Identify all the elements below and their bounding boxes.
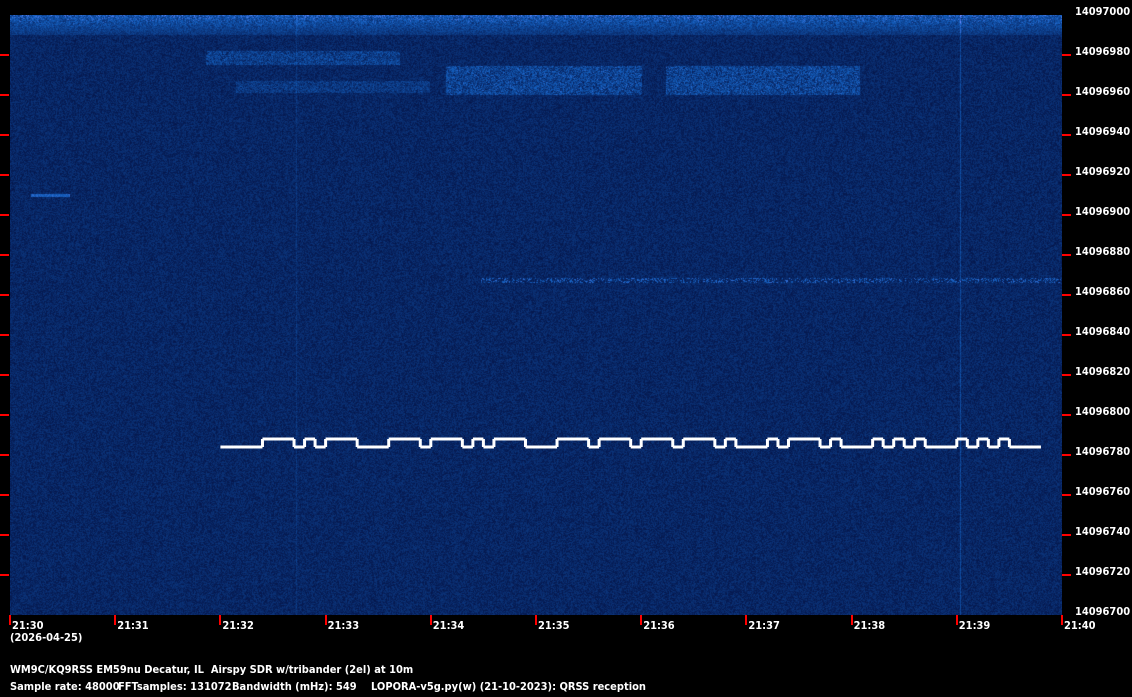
y-tick-mark	[1062, 214, 1071, 216]
y-tick-mark	[0, 494, 9, 496]
sample-rate: Sample rate: 48000	[10, 680, 120, 693]
y-tick-label: 14097000	[1075, 5, 1131, 18]
x-tick-label: 21:37	[748, 619, 780, 632]
y-tick-label: 14096980	[1075, 45, 1131, 58]
waterfall-plot	[10, 15, 1062, 615]
x-tick-label: 21:30	[12, 619, 44, 632]
x-tick-mark	[429, 615, 432, 625]
y-tick-mark	[1062, 94, 1071, 96]
y-tick-label: 14096760	[1075, 485, 1131, 498]
y-tick-mark	[1062, 454, 1071, 456]
y-tick-mark	[0, 254, 9, 256]
y-tick-label: 14096920	[1075, 165, 1131, 178]
y-tick-mark	[1062, 174, 1071, 176]
y-tick-mark	[1062, 574, 1071, 576]
y-tick-mark	[1062, 494, 1071, 496]
x-tick-label: 21:35	[538, 619, 570, 632]
station-info: WM9C/KQ9RSS EM59nu Decatur, IL Airspy SD…	[10, 663, 414, 676]
signal-trace	[220, 437, 1041, 449]
y-tick-mark	[0, 54, 9, 56]
y-tick-mark	[1062, 294, 1071, 296]
y-tick-mark	[0, 294, 9, 296]
y-tick-mark	[1062, 134, 1071, 136]
y-tick-mark	[1062, 414, 1071, 416]
y-tick-label: 14096860	[1075, 285, 1131, 298]
y-tick-label: 14096800	[1075, 405, 1131, 418]
y-tick-mark	[0, 94, 9, 96]
y-tick-label: 14096740	[1075, 525, 1131, 538]
x-tick-label: 21:40	[1064, 619, 1096, 632]
x-tick-mark	[219, 615, 222, 625]
y-tick-mark	[0, 534, 9, 536]
y-tick-mark	[0, 414, 9, 416]
y-tick-label: 14096820	[1075, 365, 1131, 378]
y-tick-mark	[0, 374, 9, 376]
y-tick-mark	[0, 214, 9, 216]
x-tick-label: 21:36	[643, 619, 675, 632]
x-tick-label: 21:39	[958, 619, 991, 632]
y-tick-mark	[0, 334, 9, 336]
y-tick-mark	[0, 574, 9, 576]
y-tick-mark	[1062, 254, 1071, 256]
x-tick-mark	[324, 615, 327, 625]
y-tick-mark	[1062, 334, 1071, 336]
x-tick-mark	[850, 615, 853, 625]
x-tick-mark	[955, 615, 958, 625]
y-tick-label: 14096940	[1075, 125, 1131, 138]
x-tick-mark	[535, 615, 537, 625]
x-tick-mark	[9, 615, 11, 625]
y-tick-label: 14096840	[1075, 325, 1131, 338]
y-tick-label: 14096880	[1075, 245, 1131, 258]
y-tick-label: 14096720	[1075, 565, 1131, 578]
x-tick-mark	[745, 615, 748, 625]
x-tick-label: 21:38	[853, 619, 886, 632]
x-tick-label: 21:33	[327, 619, 360, 632]
x-tick-label: 21:32	[222, 619, 254, 632]
software-version: LOPORA-v5g.py(w) (21-10-2023): QRSS rece…	[371, 680, 646, 693]
y-tick-mark	[0, 174, 9, 176]
y-tick-mark	[1062, 374, 1071, 376]
date-label: (2026-04-25)	[10, 631, 83, 644]
y-tick-mark	[0, 134, 9, 136]
y-tick-mark	[0, 454, 9, 456]
y-tick-mark	[1062, 534, 1071, 536]
fft-samples: FFTsamples: 131072	[118, 680, 232, 693]
x-tick-mark	[1061, 615, 1063, 625]
y-tick-label: 14096900	[1075, 205, 1131, 218]
bandwidth: Bandwidth (mHz): 549	[232, 680, 357, 693]
x-tick-label: 21:34	[432, 619, 465, 632]
waterfall-heatmap	[10, 15, 1062, 615]
y-tick-label: 14096780	[1075, 445, 1131, 458]
x-tick-label: 21:31	[117, 619, 149, 632]
y-tick-label: 14096960	[1075, 85, 1131, 98]
x-tick-mark	[640, 615, 643, 625]
x-tick-mark	[114, 615, 117, 625]
y-tick-mark	[1062, 54, 1071, 56]
y-tick-label: 14096700	[1075, 605, 1131, 618]
